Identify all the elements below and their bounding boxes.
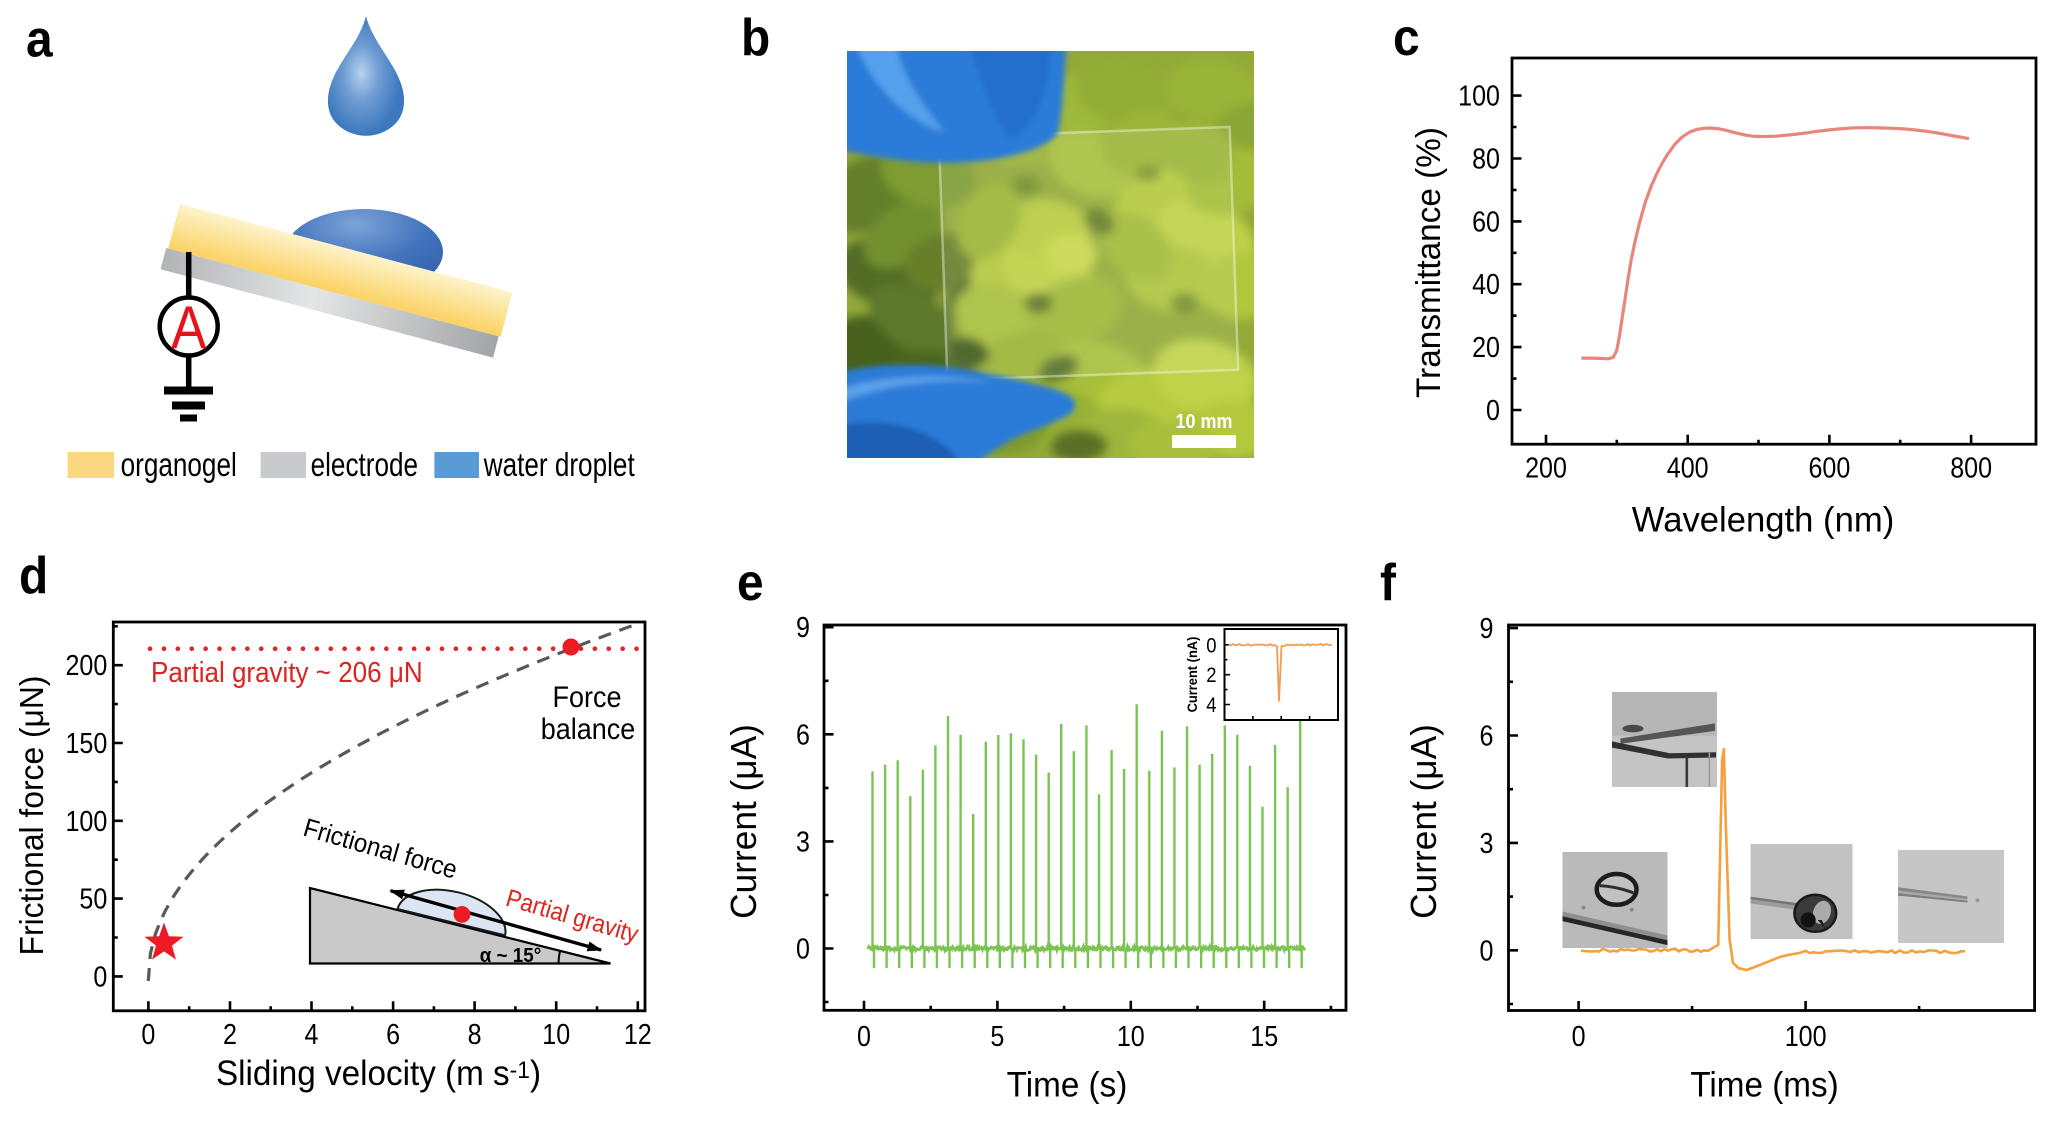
svg-text:3: 3	[1480, 827, 1494, 859]
svg-text:6: 6	[796, 719, 810, 751]
svg-text:d: d	[19, 546, 48, 604]
svg-text:Wavelength (nm): Wavelength (nm)	[1632, 500, 1894, 539]
svg-text:4: 4	[305, 1018, 319, 1050]
svg-text:Sliding velocity (m s-1): Sliding velocity (m s-1)	[216, 1054, 541, 1093]
svg-text:200: 200	[65, 650, 107, 682]
svg-text:b: b	[741, 8, 770, 66]
svg-text:α ~ 15°: α ~ 15°	[480, 944, 542, 967]
svg-text:balance: balance	[541, 713, 636, 747]
svg-text:4: 4	[1206, 694, 1216, 717]
svg-text:600: 600	[1808, 452, 1850, 484]
svg-text:40: 40	[1472, 269, 1500, 301]
svg-text:organogel: organogel	[121, 447, 237, 484]
svg-text:6: 6	[386, 1018, 400, 1050]
svg-text:0: 0	[1206, 634, 1216, 657]
svg-text:60: 60	[1472, 206, 1500, 238]
svg-text:400: 400	[1667, 452, 1709, 484]
svg-text:150: 150	[65, 728, 107, 760]
svg-text:9: 9	[1480, 613, 1494, 645]
svg-text:Frictional force (μN): Frictional force (μN)	[12, 676, 50, 956]
svg-text:Transmittance (%): Transmittance (%)	[1411, 127, 1448, 398]
svg-text:80: 80	[1472, 143, 1500, 175]
svg-text:200: 200	[1525, 452, 1567, 484]
svg-text:electrode: electrode	[311, 447, 418, 484]
svg-text:10 mm: 10 mm	[1175, 411, 1232, 433]
svg-text:5: 5	[990, 1020, 1004, 1052]
svg-text:0: 0	[1486, 395, 1500, 427]
svg-text:e: e	[737, 553, 764, 611]
svg-text:Current (nA): Current (nA)	[1185, 637, 1201, 713]
svg-text:Time (ms): Time (ms)	[1690, 1066, 1838, 1105]
svg-text:2: 2	[1206, 664, 1216, 687]
svg-text:0: 0	[857, 1020, 871, 1052]
svg-text:2: 2	[223, 1018, 237, 1050]
svg-text:Current (μA): Current (μA)	[724, 724, 764, 919]
svg-text:0: 0	[1480, 935, 1494, 967]
svg-text:0: 0	[796, 933, 810, 965]
svg-text:6: 6	[1480, 720, 1494, 752]
svg-text:12: 12	[624, 1018, 652, 1050]
svg-text:800: 800	[1950, 452, 1992, 484]
svg-text:8: 8	[468, 1018, 482, 1050]
svg-text:100: 100	[65, 805, 107, 837]
svg-text:15: 15	[1250, 1020, 1278, 1052]
svg-text:A: A	[171, 294, 207, 361]
svg-text:Force: Force	[553, 681, 622, 715]
svg-text:Frictional force: Frictional force	[300, 813, 460, 885]
svg-text:0: 0	[141, 1018, 155, 1050]
svg-text:20: 20	[1472, 332, 1500, 364]
svg-text:0: 0	[93, 961, 107, 993]
svg-text:c: c	[1393, 8, 1420, 66]
svg-text:Partial gravity ~ 206 μN: Partial gravity ~ 206 μN	[151, 656, 423, 688]
svg-text:a: a	[26, 10, 54, 68]
svg-text:9: 9	[796, 612, 810, 644]
svg-text:Time (s): Time (s)	[1007, 1066, 1128, 1105]
svg-text:100: 100	[1785, 1021, 1827, 1053]
svg-text:Partial gravity: Partial gravity	[503, 884, 642, 949]
svg-text:50: 50	[79, 883, 107, 915]
svg-text:100: 100	[1458, 80, 1500, 112]
svg-text:3: 3	[796, 826, 810, 858]
svg-text:water droplet: water droplet	[483, 447, 635, 484]
svg-text:f: f	[1380, 553, 1396, 611]
svg-text:0: 0	[1572, 1021, 1586, 1053]
svg-text:10: 10	[1117, 1020, 1145, 1052]
svg-text:10: 10	[542, 1018, 570, 1050]
svg-text:Current (μA): Current (μA)	[1404, 724, 1444, 919]
